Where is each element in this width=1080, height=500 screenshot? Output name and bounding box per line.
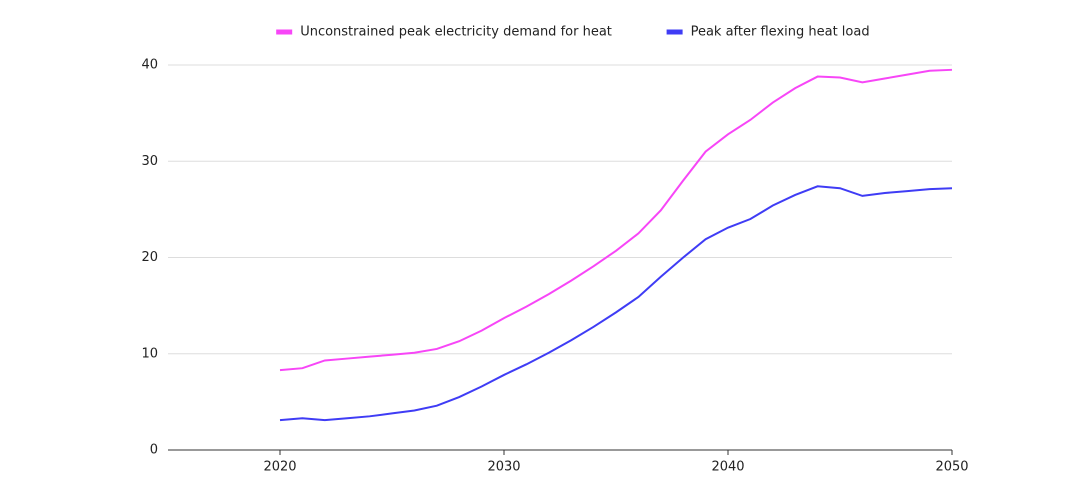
y-tick-label: 30 [141, 154, 158, 169]
x-tick-label: 2040 [711, 460, 744, 475]
y-tick-label: 40 [141, 58, 158, 73]
x-tick-label: 2050 [935, 460, 968, 475]
x-tick-label: 2030 [487, 460, 520, 475]
legend-swatch [666, 29, 683, 35]
y-tick-label: 0 [150, 443, 158, 458]
legend-label: Unconstrained peak electricity demand fo… [300, 25, 612, 40]
data-line [279, 68, 953, 372]
legend-swatch [276, 29, 293, 35]
legend-label: Peak after flexing heat load [691, 25, 870, 40]
data-line [279, 185, 953, 422]
x-tick-label: 2020 [263, 460, 296, 475]
y-tick-label: 10 [141, 346, 158, 361]
y-tick-label: 20 [141, 250, 158, 265]
